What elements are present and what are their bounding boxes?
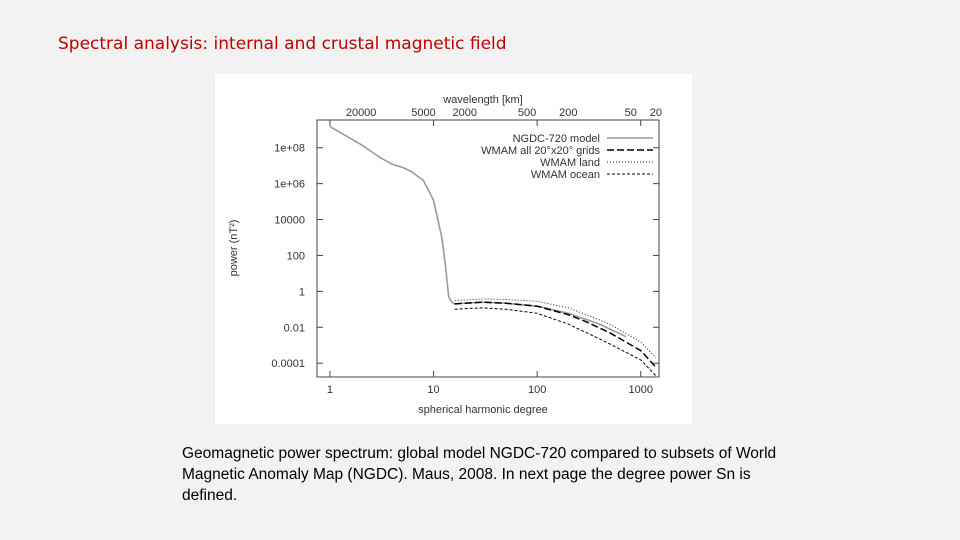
y-tick-label: 0.01 — [284, 322, 305, 334]
chart-panel: 1 10 100 1000 20000 5000 2000 500 200 50 20 1e+08 1e… — [215, 74, 692, 424]
y-tick-label: 100 — [287, 250, 305, 262]
wavelength-tick-label: 20000 — [346, 107, 377, 119]
wavelength-tick-label: 5000 — [411, 107, 435, 119]
x-axis-label: spherical harmonic degree — [418, 404, 548, 416]
y-tick-label: 10000 — [274, 215, 305, 227]
x-tick-label: 10 — [427, 384, 439, 396]
series-line-3 — [454, 307, 657, 377]
series-line-1 — [454, 301, 657, 368]
series-line-0 — [329, 125, 627, 338]
y-tick-label: 1e+06 — [274, 179, 305, 191]
wavelength-tick-label: 20 — [650, 107, 662, 119]
figure-caption: Geomagnetic power spectrum: global model… — [182, 445, 777, 504]
y-tick-label: 1e+08 — [274, 143, 305, 155]
wavelength-tick-label: 500 — [518, 107, 536, 119]
legend-label: WMAM land — [540, 157, 600, 169]
series-lines — [329, 125, 657, 377]
wavelength-tick-label: 200 — [559, 107, 577, 119]
axis-ticks — [317, 120, 659, 377]
axis-tick-labels: 1 10 100 1000 20000 5000 2000 500 200 50 20 1e+08 1e… — [271, 107, 662, 396]
y-tick-label: 0.0001 — [271, 358, 305, 370]
power-spectrum-chart: 1 10 100 1000 20000 5000 2000 500 200 50 20 1e+08 1e… — [228, 94, 662, 416]
plot-frame — [316, 119, 660, 378]
x-tick-label: 1000 — [629, 384, 653, 396]
wavelength-tick-label: 2000 — [452, 107, 476, 119]
legend-label: WMAM all 20°x20° grids — [481, 145, 600, 157]
slide-title: Spectral analysis: internal and crustal … — [58, 34, 507, 54]
wavelength-axis-label: wavelength [km] — [442, 94, 522, 106]
legend-label: WMAM ocean — [531, 169, 600, 181]
y-tick-label: 1 — [299, 286, 305, 298]
x-tick-label: 100 — [528, 384, 546, 396]
legend-label: NGDC-720 model — [513, 133, 600, 145]
x-tick-label: 1 — [327, 384, 333, 396]
wavelength-tick-label: 50 — [625, 107, 637, 119]
y-axis-label: power (nT²) — [228, 220, 240, 277]
